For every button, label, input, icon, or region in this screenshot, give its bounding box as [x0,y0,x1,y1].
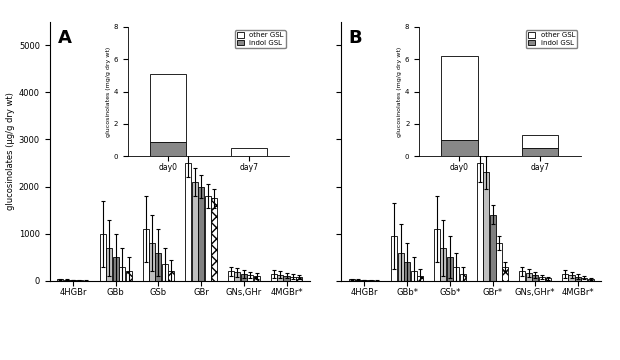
Bar [76,280,82,281]
Bar [277,275,283,281]
Bar [271,274,277,281]
Bar [192,182,198,281]
Bar [562,274,568,281]
Bar [198,186,204,281]
Bar [483,172,489,281]
Bar [100,234,106,281]
Bar [368,280,374,281]
Bar [168,271,174,281]
Bar [64,280,69,281]
Y-axis label: glucosinolates (μg/g dry wt): glucosinolates (μg/g dry wt) [6,92,15,210]
Bar [545,278,551,281]
Bar [434,229,440,281]
Bar [539,277,545,281]
Text: A: A [58,30,71,48]
Bar [532,275,538,281]
Bar [185,163,192,281]
Bar [526,273,532,281]
Bar [211,198,217,281]
Bar [404,262,410,281]
Bar [447,257,453,281]
Bar [296,277,303,281]
Bar [477,163,483,281]
Bar [397,252,404,281]
Bar [582,278,587,281]
Bar [355,280,361,281]
Bar [391,236,397,281]
Bar [496,243,502,281]
Bar [410,271,417,281]
Bar [453,267,459,281]
Bar [119,267,125,281]
Bar [459,274,466,281]
Bar [113,257,119,281]
Bar [143,229,149,281]
Bar [502,267,508,281]
Bar [162,264,168,281]
Bar [205,196,211,281]
Bar [254,276,260,281]
Bar [417,276,423,281]
Bar [57,279,63,281]
Bar [149,243,155,281]
Bar [440,248,446,281]
Bar [569,275,575,281]
Bar [156,252,161,281]
Text: B: B [349,30,363,48]
Bar [520,271,526,281]
Bar [290,276,296,281]
Bar [588,279,594,281]
Bar [348,279,355,281]
Bar [283,276,290,281]
Bar [125,271,131,281]
Bar [361,280,368,281]
Bar [106,248,112,281]
Bar [247,275,254,281]
Bar [575,276,581,281]
Bar [234,272,241,281]
Bar [490,215,495,281]
Bar [70,280,76,281]
Bar [241,274,247,281]
Bar [228,271,234,281]
